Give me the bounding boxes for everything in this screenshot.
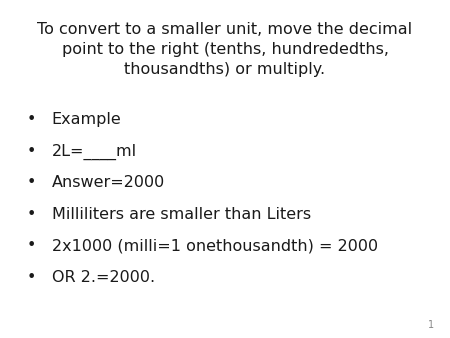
Text: •: • [27,144,36,159]
Text: •: • [27,113,36,127]
Text: Answer=2000: Answer=2000 [52,175,165,190]
Text: 1: 1 [428,319,434,330]
Text: 2L=____ml: 2L=____ml [52,143,137,160]
Text: •: • [27,238,36,253]
Text: •: • [27,175,36,190]
Text: •: • [27,270,36,285]
Text: To convert to a smaller unit, move the decimal
point to the right (tenths, hundr: To convert to a smaller unit, move the d… [37,22,413,77]
Text: •: • [27,207,36,222]
Text: 2x1000 (milli=1 onethousandth) = 2000: 2x1000 (milli=1 onethousandth) = 2000 [52,238,378,253]
Text: Example: Example [52,113,122,127]
Text: Milliliters are smaller than Liters: Milliliters are smaller than Liters [52,207,311,222]
Text: OR 2.=2000.: OR 2.=2000. [52,270,155,285]
